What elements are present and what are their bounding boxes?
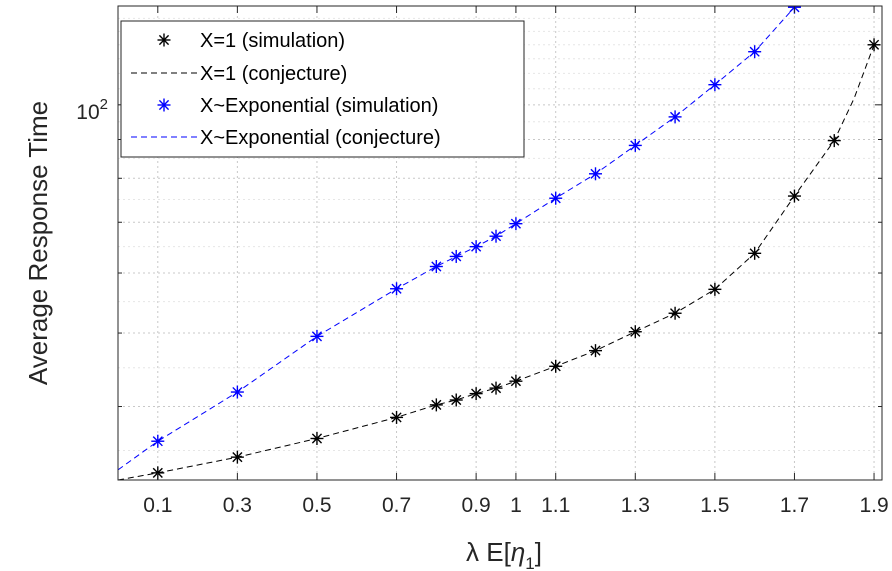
x-label-subscript: 1 (525, 554, 534, 571)
legend: X=1 (simulation) X=1 (conjecture) X~Expo… (120, 20, 525, 158)
data-point-s2-6 (469, 240, 483, 254)
series-line-1 (118, 44, 875, 480)
x-tick-label: 1.5 (700, 494, 729, 517)
data-point-s2-7 (489, 229, 503, 243)
x-axis-label: λ E[η1] (466, 537, 542, 571)
x-tick-label: 1.1 (541, 494, 570, 517)
legend-items (131, 33, 197, 138)
x-tick-label: 0.3 (223, 494, 252, 517)
data-point-s2-5 (449, 249, 463, 263)
data-point-s0-2 (310, 431, 324, 445)
legend-label-3: X~Exponential (conjecture) (200, 127, 441, 149)
data-point-s0-6 (469, 387, 483, 401)
data-point-s0-11 (628, 325, 642, 339)
data-point-s0-1 (230, 450, 244, 464)
x-tick-label: 0.1 (143, 494, 172, 517)
data-point-s2-13 (708, 78, 722, 92)
data-point-s0-17 (867, 38, 881, 52)
data-point-s2-10 (589, 167, 602, 181)
data-point-s0-13 (708, 282, 722, 296)
data-point-s2-14 (748, 45, 762, 59)
data-point-s2-9 (549, 191, 563, 205)
x-tick-label: 1.7 (780, 494, 809, 517)
y-tick-exponent: 2 (100, 96, 108, 113)
x-label-eta: η (511, 537, 525, 567)
data-point-s2-11 (628, 138, 642, 152)
x-label-close: ] (535, 537, 542, 567)
x-tick-label: 1.9 (859, 494, 888, 517)
data-point-s0-9 (549, 359, 563, 373)
data-point-s0-14 (748, 246, 762, 260)
x-tick-label: 1.3 (621, 494, 650, 517)
data-point-s2-2 (310, 329, 324, 343)
series-layer (118, 6, 881, 480)
x-label-lambda: λ (466, 537, 479, 567)
data-point-s0-3 (390, 410, 404, 424)
data-point-s0-15 (787, 189, 801, 203)
data-point-s2-8 (509, 217, 523, 231)
y-major-tick-label: 102 (76, 96, 108, 124)
data-point-s0-7 (489, 381, 503, 395)
data-point-s0-12 (668, 306, 682, 320)
plot-frame (117, 5, 883, 481)
legend-box (120, 20, 525, 158)
y-tick-label-100: 102 (76, 96, 108, 124)
data-point-s2-1 (230, 385, 244, 399)
data-point-s0-5 (449, 393, 463, 407)
x-tick-label: 0.9 (462, 494, 491, 517)
data-point-s0-4 (429, 398, 443, 412)
x-label-e: E[ (486, 537, 511, 567)
data-point-s2-3 (390, 282, 404, 296)
y-tick-base: 10 (76, 101, 99, 124)
legend-marker-0 (157, 33, 171, 47)
tick-layer: 0.1 0.3 0.5 0.7 0.9 1 1.1 1.3 1.5 1.7 1.9 (118, 6, 889, 517)
data-point-s0-16 (827, 134, 841, 148)
x-tick-label: 0.5 (302, 494, 331, 517)
data-point-s2-0 (151, 434, 165, 448)
data-point-s2-12 (668, 110, 682, 124)
data-point-s0-10 (589, 344, 602, 358)
x-tick-label: 0.7 (382, 494, 411, 517)
legend-label-0: X=1 (simulation) (200, 30, 345, 52)
data-point-s0-0 (151, 466, 165, 480)
legend-label-1: X=1 (conjecture) (200, 63, 347, 85)
legend-marker-2 (157, 98, 171, 112)
data-point-s0-8 (509, 374, 523, 388)
x-tick-label: 1 (510, 494, 522, 517)
y-axis-label: Average Response Time (23, 101, 53, 385)
data-point-s2-4 (429, 259, 443, 273)
legend-label-2: X~Exponential (simulation) (200, 95, 438, 117)
